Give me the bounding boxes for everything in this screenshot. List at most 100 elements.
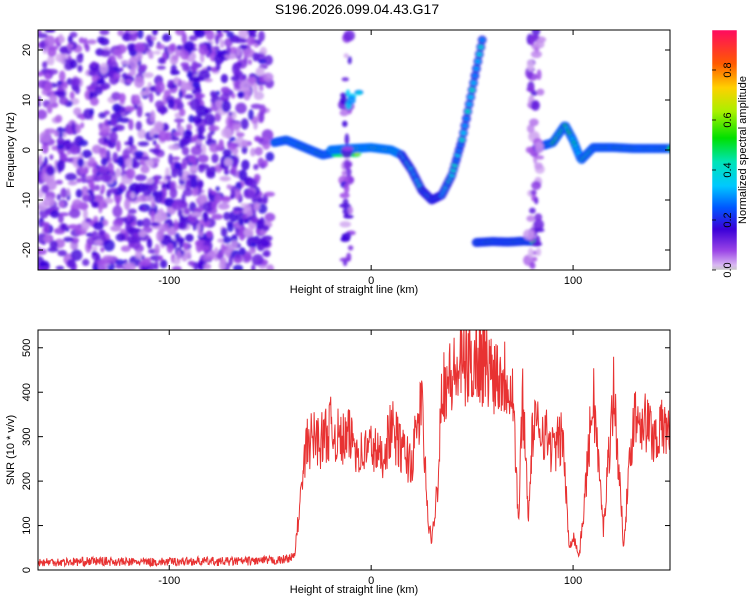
noise-region-mark (239, 80, 251, 92)
spike-low-b-mark (536, 69, 542, 81)
noise-region-mark (44, 81, 53, 93)
noise-region-mark (167, 79, 174, 88)
noise-region-mark (39, 266, 50, 270)
noise-region-mark (183, 207, 191, 215)
noise-region-mark (215, 90, 221, 96)
noise-region-mark (91, 61, 97, 68)
spike-low-a-mark (344, 133, 350, 146)
noise-region-mark (134, 76, 145, 88)
noise-region-mark (262, 225, 270, 231)
noise-region-mark (197, 163, 206, 173)
spike-low-b-mark (535, 142, 544, 154)
spike-low-b-mark (534, 196, 539, 205)
noise-region-mark (58, 212, 70, 217)
noise-region-mark (184, 41, 195, 52)
noise-region-mark (150, 36, 157, 41)
noise-region-mark (103, 197, 114, 204)
noise-region-mark (153, 175, 160, 186)
noise-region-mark (205, 30, 215, 41)
noise-region-mark (44, 35, 56, 47)
noise-region-mark (124, 198, 131, 211)
noise-region-mark (76, 177, 82, 183)
noise-region-mark (99, 62, 109, 74)
noise-region-mark (49, 154, 54, 161)
noise-region-mark (99, 230, 105, 236)
noise-region-mark (55, 265, 65, 270)
spike-low-b-mark (530, 189, 537, 196)
noise-region-mark (243, 48, 256, 58)
noise-region-mark (231, 111, 237, 120)
noise-region-mark (219, 39, 225, 49)
noise-region-mark (122, 148, 130, 160)
noise-region-mark (42, 61, 48, 69)
noise-region-mark (220, 227, 228, 237)
noise-region-mark (148, 92, 154, 103)
spike-low-a-mark (341, 77, 349, 82)
noise-region-mark (213, 46, 220, 51)
noise-region-mark (91, 245, 98, 252)
dip-curve-core (476, 51, 483, 57)
colorbar-tick-label: 0.8 (722, 62, 734, 77)
noise-region-mark (208, 125, 220, 132)
noise-region-mark (129, 228, 140, 233)
snr-ytick-label: 300 (21, 427, 33, 445)
noise-region-mark (41, 143, 49, 154)
spike-low-b-mark (534, 213, 543, 221)
snr-ytick-label: 100 (21, 516, 33, 534)
noise-region-mark (193, 261, 199, 270)
noise-region-mark (108, 187, 119, 194)
noise-region-mark (112, 103, 122, 113)
noise-region-mark (119, 117, 130, 123)
noise-region-mark (155, 44, 166, 50)
spike-low-b-mark (526, 215, 536, 222)
noise-region-mark (69, 146, 81, 155)
noise-region-mark (159, 259, 168, 269)
noise-region-mark (97, 165, 109, 174)
chart-title: S196.2026.099.04.43.G17 (275, 1, 439, 17)
noise-region-mark (263, 159, 268, 167)
spike-low-b-mark (527, 71, 532, 80)
noise-region-mark (93, 239, 103, 245)
noise-region-mark (121, 72, 128, 80)
noise-region-mark (102, 219, 109, 227)
noise-region-mark (137, 128, 146, 139)
noise-region-mark (263, 72, 274, 82)
noise-region-mark (138, 230, 147, 238)
noise-region-mark (128, 30, 136, 34)
noise-region-mark (158, 57, 166, 64)
noise-region-mark (206, 65, 212, 72)
noise-region-mark (86, 39, 97, 45)
noise-region-mark (96, 78, 106, 85)
noise-region-mark (158, 106, 168, 114)
noise-region-mark (249, 246, 256, 255)
noise-region-mark (71, 121, 76, 132)
noise-region-mark (242, 89, 251, 101)
noise-region-mark (81, 186, 89, 198)
noise-region-mark (168, 153, 174, 165)
noise-region-mark (184, 181, 192, 191)
noise-region-mark (192, 81, 200, 89)
noise-region-mark (210, 190, 217, 195)
noise-region-mark (123, 262, 132, 270)
noise-region-mark (171, 168, 178, 178)
noise-region-mark (197, 180, 204, 187)
noise-region-mark (75, 188, 83, 198)
dip-curve-core (472, 73, 478, 79)
spike-low-a-mark (343, 232, 352, 240)
noise-region-mark (39, 131, 51, 143)
noise-region-mark (145, 86, 150, 95)
noise-region-mark (99, 30, 110, 36)
noise-region-mark (158, 130, 168, 142)
noise-region-mark (137, 30, 144, 39)
noise-region-mark (126, 213, 131, 222)
noise-region-mark (110, 113, 121, 119)
noise-region-mark (250, 147, 256, 157)
noise-region-mark (153, 50, 161, 55)
noise-region-mark (49, 93, 58, 104)
noise-region-mark (255, 67, 265, 77)
spectrogram-xtick-label: 0 (368, 275, 374, 287)
spectrogram-xlabel: Height of straight line (km) (290, 284, 418, 296)
spike-low-b-mark (534, 162, 543, 170)
noise-region-mark (155, 81, 165, 93)
spike-low-b-mark (530, 100, 541, 111)
